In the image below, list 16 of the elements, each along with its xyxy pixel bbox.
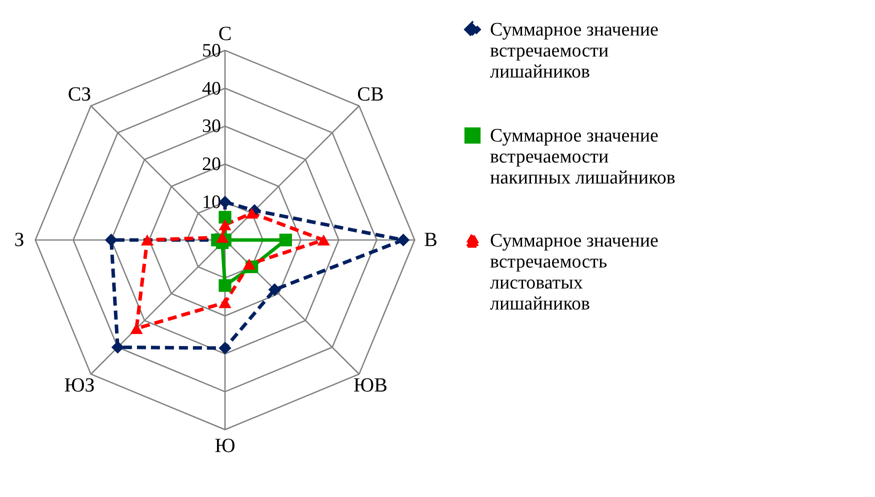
legend-label: Суммарное значение встречаемость листоватых лишайников: [490, 230, 658, 314]
spoke-label: СЗ: [68, 83, 92, 106]
spoke-label: С: [218, 23, 232, 46]
spoke-label: В: [424, 229, 438, 251]
legend-label: Суммарное значение встречаемости лишайников: [490, 20, 658, 82]
y-tick-label: 40: [202, 78, 221, 100]
spoke-label: Ю: [214, 434, 236, 457]
spoke-label: СВ: [357, 83, 384, 106]
y-tick-label: 10: [202, 192, 221, 214]
y-tick-label: 30: [202, 116, 221, 138]
spoke-label: З: [14, 229, 24, 251]
spoke-label: ЮЗ: [64, 374, 95, 397]
spoke-label: ЮВ: [354, 374, 388, 397]
y-tick-label: 50: [202, 40, 221, 62]
legend-label: Суммарное значение встречаемости накипных лишайников: [490, 126, 676, 188]
y-tick-label: 20: [202, 154, 221, 176]
